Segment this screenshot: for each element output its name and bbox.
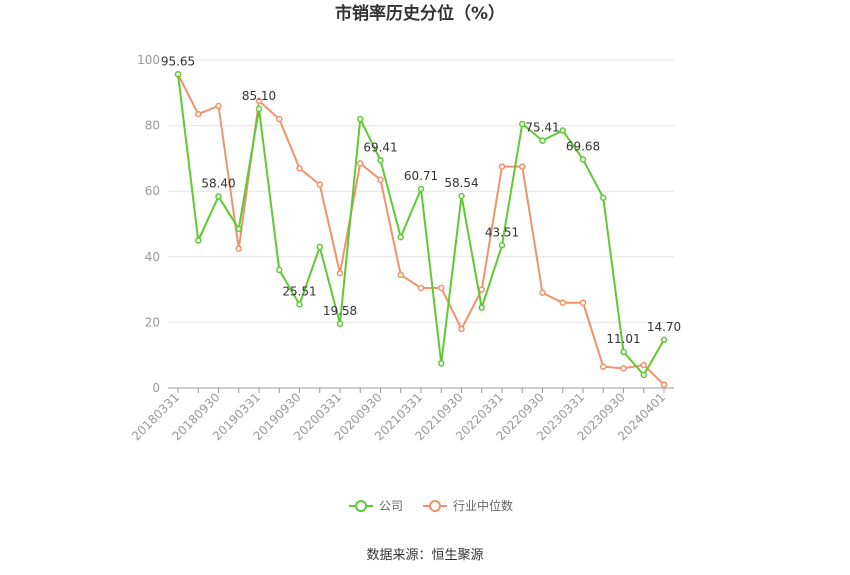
data-label: 25.51 — [282, 284, 316, 298]
data-point — [579, 299, 587, 306]
data-point — [316, 243, 323, 251]
data-point — [539, 289, 546, 297]
data-point — [296, 164, 303, 172]
data-point — [255, 97, 263, 105]
data-point — [397, 233, 404, 241]
data-point — [458, 325, 465, 333]
data-point — [579, 156, 587, 163]
data-label: 11.01 — [606, 332, 640, 346]
data-point — [417, 284, 425, 292]
data-point — [519, 120, 526, 128]
data-label: 69.41 — [363, 140, 397, 154]
y-tick-label: 40 — [145, 250, 160, 264]
data-point — [397, 271, 404, 279]
data-point — [417, 185, 425, 193]
data-label: 75.41 — [525, 121, 559, 135]
data-point — [336, 320, 344, 328]
data-point — [316, 181, 323, 188]
data-label: 58.40 — [201, 176, 235, 190]
data-label: 14.70 — [647, 320, 681, 334]
legend-marker — [429, 500, 441, 512]
data-point — [215, 193, 222, 200]
data-point — [640, 361, 647, 369]
y-tick-label: 0 — [152, 381, 160, 395]
data-point — [195, 110, 202, 118]
data-label: 19.58 — [323, 304, 357, 318]
data-point — [478, 304, 485, 311]
data-point — [640, 371, 647, 379]
data-point — [660, 381, 668, 388]
data-point — [276, 115, 283, 123]
source-note: 数据来源：恒生聚源 — [366, 548, 483, 563]
chart-title: 市销率历史分位（%） — [335, 3, 505, 24]
data-point — [255, 105, 263, 113]
data-point — [336, 269, 344, 277]
data-labels: 95.65 58.40 85.10 25.51 19.58 69.41 60.71 58.54… — [161, 54, 681, 346]
legend-item[interactable]: 公司 — [349, 499, 403, 513]
data-point — [296, 301, 303, 308]
y-tick-label: 20 — [145, 315, 160, 329]
legend[interactable]: 公司 行业中位数 — [349, 498, 513, 513]
series-line — [177, 73, 665, 386]
plot-area — [174, 71, 668, 388]
data-point — [600, 194, 607, 202]
data-point — [559, 299, 566, 306]
data-label: 43.51 — [485, 225, 519, 239]
data-point — [235, 225, 242, 233]
legend-label: 行业中位数 — [453, 498, 513, 513]
legend-item[interactable]: 行业中位数 — [423, 498, 513, 513]
data-point — [498, 163, 506, 170]
legend-marker — [355, 500, 367, 512]
data-point — [377, 157, 384, 164]
x-axis: 2018033120180930201903312019093020200331… — [129, 387, 674, 443]
data-point — [559, 127, 566, 134]
data-point — [519, 163, 526, 170]
data-point — [377, 176, 384, 183]
data-point — [458, 192, 465, 200]
data-point — [174, 71, 182, 78]
data-point — [498, 242, 506, 249]
y-tick-label: 80 — [145, 119, 160, 133]
data-point — [600, 363, 607, 370]
data-point — [215, 102, 222, 110]
legend-label: 公司 — [379, 499, 403, 513]
data-point — [276, 266, 283, 274]
data-point — [620, 365, 627, 372]
data-point — [438, 284, 445, 292]
data-point — [195, 237, 202, 244]
data-label: 95.65 — [161, 54, 195, 68]
data-point — [235, 245, 242, 252]
data-label: 85.10 — [242, 89, 276, 103]
data-point — [660, 336, 668, 344]
y-axis: 0 20 40 60 80 100 — [137, 53, 160, 395]
data-label: 69.68 — [566, 139, 600, 153]
y-tick-label: 100 — [137, 53, 160, 67]
data-point — [357, 160, 364, 167]
data-label: 60.71 — [404, 169, 438, 183]
data-point — [438, 360, 445, 367]
data-label: 58.54 — [444, 176, 478, 190]
data-point — [357, 115, 364, 123]
data-point — [478, 286, 485, 293]
data-point — [620, 348, 627, 356]
data-point — [539, 137, 546, 144]
y-tick-label: 60 — [145, 184, 160, 198]
